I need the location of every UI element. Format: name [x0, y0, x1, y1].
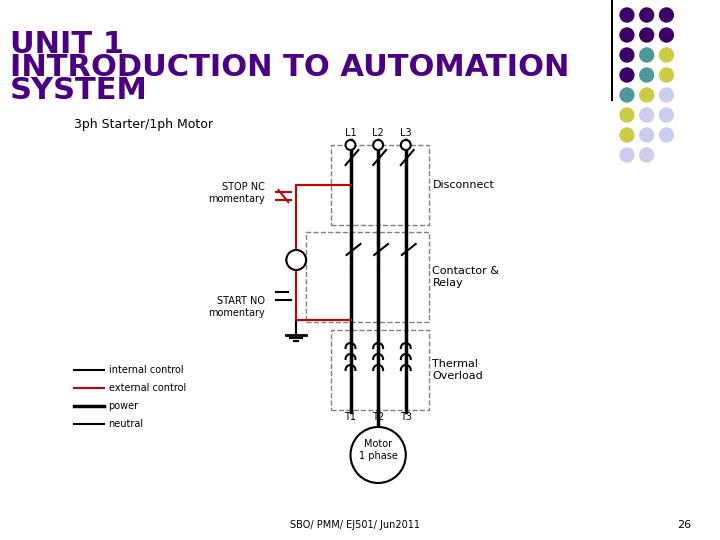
Text: START NO
momentary: START NO momentary [208, 296, 265, 318]
Circle shape [660, 68, 673, 82]
Text: INTRODUCTION TO AUTOMATION: INTRODUCTION TO AUTOMATION [10, 53, 570, 82]
Circle shape [346, 140, 356, 150]
Circle shape [640, 68, 654, 82]
Text: UNIT 1: UNIT 1 [10, 30, 124, 59]
Text: 26: 26 [677, 520, 691, 530]
Text: L2: L2 [372, 128, 384, 138]
Circle shape [640, 148, 654, 162]
Circle shape [620, 148, 634, 162]
Circle shape [660, 88, 673, 102]
Text: Motor
1 phase: Motor 1 phase [359, 439, 397, 461]
Circle shape [640, 48, 654, 62]
Text: Thermal
Overload: Thermal Overload [433, 359, 483, 381]
Text: SBO/ PMM/ EJ501/ Jun2011: SBO/ PMM/ EJ501/ Jun2011 [290, 520, 420, 530]
Text: 3ph Starter/1ph Motor: 3ph Starter/1ph Motor [74, 118, 213, 131]
Circle shape [660, 28, 673, 42]
Circle shape [660, 108, 673, 122]
Text: T3: T3 [400, 412, 412, 422]
Circle shape [620, 48, 634, 62]
Text: T2: T2 [372, 412, 384, 422]
Circle shape [351, 427, 406, 483]
Text: power: power [109, 401, 139, 411]
Circle shape [620, 108, 634, 122]
Text: SYSTEM: SYSTEM [10, 76, 148, 105]
Circle shape [373, 140, 383, 150]
Text: neutral: neutral [109, 419, 144, 429]
Circle shape [620, 88, 634, 102]
Text: external control: external control [109, 383, 186, 393]
Circle shape [640, 8, 654, 22]
Circle shape [660, 128, 673, 142]
Text: internal control: internal control [109, 365, 183, 375]
Text: Contactor &
Relay: Contactor & Relay [433, 266, 500, 288]
Circle shape [401, 140, 410, 150]
Circle shape [620, 68, 634, 82]
Circle shape [640, 108, 654, 122]
Text: L3: L3 [400, 128, 412, 138]
Circle shape [620, 28, 634, 42]
Circle shape [620, 8, 634, 22]
Text: STOP NC
momentary: STOP NC momentary [208, 182, 265, 204]
Text: T1: T1 [344, 412, 356, 422]
Circle shape [640, 128, 654, 142]
Circle shape [660, 8, 673, 22]
Circle shape [287, 250, 306, 270]
Text: L1: L1 [345, 128, 356, 138]
Circle shape [660, 48, 673, 62]
Circle shape [620, 128, 634, 142]
Text: Disconnect: Disconnect [433, 180, 495, 190]
Circle shape [640, 88, 654, 102]
Circle shape [640, 28, 654, 42]
